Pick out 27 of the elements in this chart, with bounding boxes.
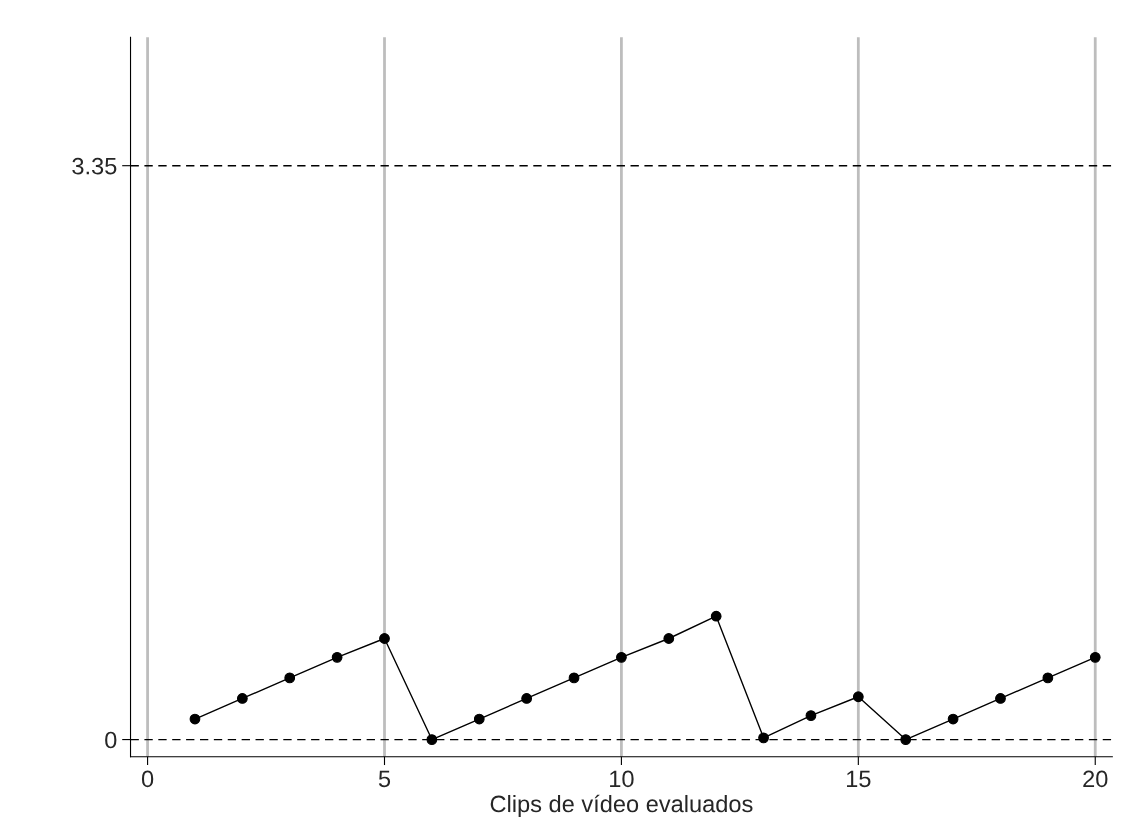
point [710, 610, 722, 622]
point [331, 651, 343, 663]
point [236, 693, 248, 704]
point [995, 693, 1006, 704]
point [284, 672, 296, 684]
x-tick-label: 0 [141, 770, 154, 788]
point [947, 713, 959, 725]
x-tick-label: 5 [378, 770, 391, 788]
point [663, 633, 675, 644]
point [758, 732, 769, 744]
point [189, 713, 201, 725]
point [426, 734, 438, 745]
x-axis-title: Clips de vídeo evaluados [490, 794, 753, 817]
point [568, 672, 580, 684]
point [616, 651, 627, 663]
point [1089, 651, 1101, 663]
point [900, 734, 912, 745]
point [805, 710, 817, 721]
point [852, 691, 864, 703]
x-tick-label: 20 [1083, 770, 1108, 788]
x-tick-label: 10 [610, 770, 634, 788]
x-tick-label: 15 [847, 770, 871, 788]
point [473, 713, 485, 725]
point [379, 633, 390, 644]
y-tick-label: 3.35 [72, 157, 117, 175]
point [1042, 672, 1054, 684]
point [521, 693, 533, 704]
